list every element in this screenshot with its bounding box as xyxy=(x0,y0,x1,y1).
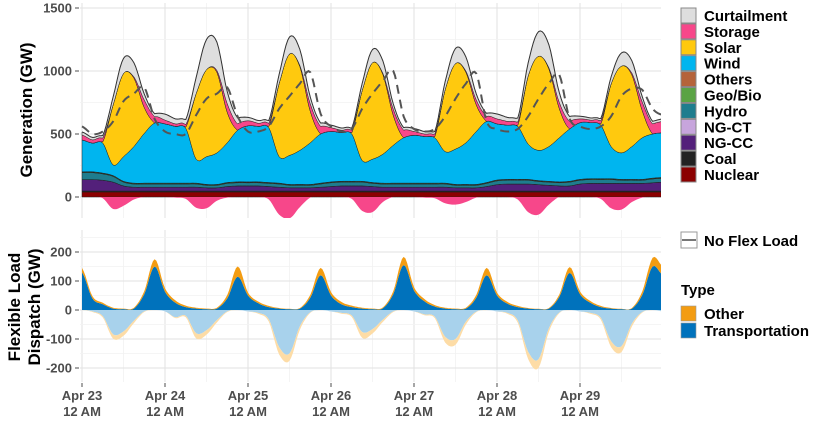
y-tick-label: 200 xyxy=(50,245,72,260)
x-tick-label-time: 12 AM xyxy=(229,404,267,419)
area-transportation xyxy=(82,265,661,310)
flex-load-axis-title-line2: Dispatch (GW) xyxy=(25,248,44,365)
x-tick-label-date: Apr 24 xyxy=(145,388,186,403)
area-storage-charging xyxy=(82,197,661,218)
legend-swatch-other xyxy=(680,305,697,322)
legend-label-wind: Wind xyxy=(704,56,741,73)
legend-label-nuclear: Nuclear xyxy=(704,167,759,184)
no-flex-load-legend: No Flex Load xyxy=(680,231,798,250)
legend-label-ng-ct: NG-CT xyxy=(704,119,752,136)
x-tick-label-date: Apr 28 xyxy=(477,388,517,403)
legend-swatch-others xyxy=(680,71,697,88)
legend-label-others: Others xyxy=(704,72,752,89)
x-tick-label-time: 12 AM xyxy=(146,404,184,419)
y-tick-label: -200 xyxy=(46,361,72,376)
area-other xyxy=(82,256,661,310)
flex-load-axis-title-line1: Flexible Load xyxy=(5,253,24,362)
area-transportation-negative xyxy=(82,310,661,361)
y-tick-label: 1500 xyxy=(43,1,72,16)
no-flex-load-legend-label: No Flex Load xyxy=(704,233,798,250)
legend-label-transportation: Transportation xyxy=(704,323,809,340)
legend-label-geo-bio: Geo/Bio xyxy=(704,88,762,105)
legend-label-storage: Storage xyxy=(704,24,760,41)
x-tick-label-time: 12 AM xyxy=(478,404,516,419)
no-flex-load-line xyxy=(81,68,661,137)
x-tick-label-date: Apr 29 xyxy=(560,388,600,403)
x-tick-label-time: 12 AM xyxy=(63,404,101,419)
generation-axis-title: Generation (GW) xyxy=(17,42,36,177)
x-tick-label-time: 12 AM xyxy=(395,404,433,419)
generation-areas xyxy=(81,30,661,218)
legend-swatch-ng-cc xyxy=(680,134,697,151)
flex-load-areas xyxy=(82,256,661,370)
type-legend-title: Type xyxy=(681,282,715,299)
legend-swatch-coal xyxy=(680,150,697,167)
legend-label-coal: Coal xyxy=(704,151,737,168)
legend-label-solar: Solar xyxy=(704,40,742,57)
y-tick-label: 1000 xyxy=(43,64,72,79)
legend-swatch-curtailment xyxy=(680,7,697,24)
legend-label-curtailment: Curtailment xyxy=(704,8,787,25)
legend-label-hydro: Hydro xyxy=(704,103,747,120)
legend-swatch-geo-bio xyxy=(680,87,697,103)
x-tick-label-date: Apr 27 xyxy=(394,388,434,403)
y-tick-label: -100 xyxy=(46,332,72,347)
legend-swatch-storage xyxy=(680,23,697,40)
legend-swatch-transportation xyxy=(680,322,697,339)
legend-swatch-hydro xyxy=(680,102,697,119)
y-tick-label: 500 xyxy=(50,127,72,142)
legend-swatch-ng-ct xyxy=(680,118,697,135)
x-tick-label-date: Apr 25 xyxy=(228,388,268,403)
area-nuclear xyxy=(81,191,661,198)
y-tick-label: 0 xyxy=(65,190,72,205)
total-outline xyxy=(81,30,661,138)
legend-label-ng-cc: NG-CC xyxy=(704,135,753,152)
x-tick-label-date: Apr 23 xyxy=(62,388,102,403)
y-tick-label: 0 xyxy=(65,303,72,318)
legend-label-other: Other xyxy=(704,306,744,323)
generation-legend: CurtailmentStorageSolarWindOthersGeo/Bio… xyxy=(680,7,787,184)
area-other-negative xyxy=(82,310,661,370)
legend-swatch-wind xyxy=(680,55,697,72)
legend-swatch-solar xyxy=(680,39,697,56)
x-tick-label-time: 12 AM xyxy=(312,404,350,419)
y-tick-label: 100 xyxy=(50,274,72,289)
x-tick-label-date: Apr 26 xyxy=(311,388,351,403)
legend-swatch-nuclear xyxy=(680,166,697,183)
x-tick-label-time: 12 AM xyxy=(561,404,599,419)
